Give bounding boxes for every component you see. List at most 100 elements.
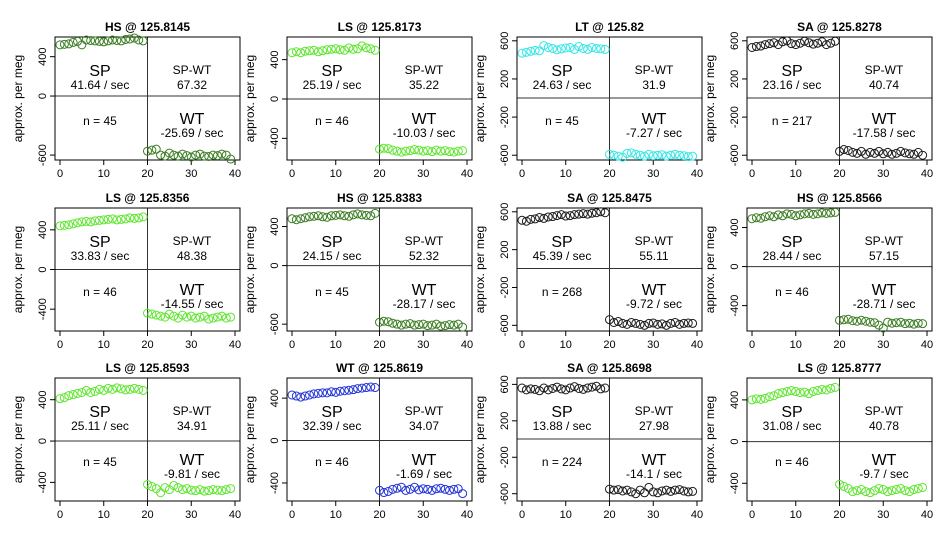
sp-point (305, 212, 314, 222)
wt-point (143, 308, 152, 318)
sp-wt-label: SP-WT (405, 234, 444, 248)
wt-point (199, 486, 209, 496)
x-tick-label: 20 (141, 168, 153, 180)
wt-point (622, 319, 632, 329)
wt-label: WT (412, 282, 437, 299)
wt-point (648, 151, 658, 161)
sp-point (335, 45, 345, 55)
wt-point (221, 313, 231, 323)
sp-point (331, 387, 341, 397)
sp-point (318, 212, 328, 222)
x-tick-label: 10 (330, 339, 342, 351)
sp-wt-label: SP-WT (865, 404, 904, 418)
chart-panel-10: WT @ 125.8619 approx. per meg 0 10 20 30 40 400… (243, 361, 473, 521)
wt-point (618, 486, 628, 496)
wt-point (213, 485, 222, 495)
sp-point (591, 43, 601, 53)
wt-point (143, 479, 152, 489)
wt-point (887, 149, 897, 159)
wt-label: WT (180, 452, 205, 469)
wt-point (169, 150, 179, 160)
wt-point (839, 145, 849, 155)
sp-point (756, 213, 766, 223)
wt-label: WT (180, 111, 205, 128)
sp-point (800, 209, 809, 219)
wt-point (661, 151, 671, 161)
sp-point (55, 221, 65, 231)
wt-point (900, 319, 910, 329)
y-axis-label: approx. per meg (703, 226, 717, 313)
y-tick-label: 400 (37, 48, 49, 66)
sp-point (578, 384, 588, 394)
wt-point (856, 315, 866, 325)
wt-point (405, 319, 415, 329)
sp-point (287, 214, 297, 224)
wt-point (147, 482, 157, 492)
y-tick-label: 0 (269, 96, 281, 102)
chart-title: SA @ 125.8278 (797, 20, 882, 34)
sp-point (81, 35, 91, 45)
sp-point (116, 36, 126, 46)
sp-point (756, 41, 766, 51)
sp-wt-value: 48.38 (177, 249, 207, 263)
wt-point (609, 485, 619, 495)
sp-point (357, 41, 367, 51)
sp-point (344, 385, 354, 395)
wt-point (458, 489, 468, 499)
wt-point (648, 487, 658, 497)
sp-point (535, 212, 544, 222)
wt-point (440, 484, 450, 494)
sp-point (521, 47, 531, 57)
x-tick-label: 20 (603, 509, 615, 521)
y-tick-label: 600 (499, 375, 511, 393)
x-tick-label: 40 (229, 339, 241, 351)
sp-point (747, 395, 757, 405)
sp-point (103, 36, 113, 46)
y-tick-label: 600 (729, 32, 741, 50)
wt-point (423, 146, 433, 156)
sp-point (530, 384, 540, 394)
wt-rate: -25.69 / sec (161, 126, 224, 140)
wt-point (661, 320, 671, 330)
sp-point (291, 47, 301, 57)
wt-point (640, 320, 649, 330)
wt-point (418, 484, 428, 494)
sp-point (64, 220, 74, 230)
x-tick-label: 30 (877, 339, 889, 351)
sp-point (300, 391, 310, 401)
chart-panel-11: SA @ 125.8698 approx. per meg 0 10 20 30 40 600… (473, 361, 703, 521)
sp-point (313, 388, 323, 398)
wt-point (221, 485, 231, 495)
sp-point (296, 214, 306, 224)
wt-point (195, 149, 205, 159)
sp-point (600, 44, 610, 54)
x-tick-label: 40 (921, 168, 933, 180)
sp-rate: 41.64 / sec (71, 78, 130, 92)
wt-point (613, 317, 623, 327)
sp-point (86, 35, 96, 45)
wt-label: WT (642, 111, 667, 128)
chart-title: LS @ 125.8173 (338, 20, 422, 34)
wt-point (870, 318, 879, 328)
y-tick-label: 200 (499, 70, 511, 88)
chart-title: LS @ 125.8593 (106, 361, 190, 375)
sp-point (313, 211, 323, 221)
sp-point (331, 44, 341, 54)
wt-point (191, 313, 201, 323)
chart-title: SA @ 125.8475 (567, 191, 652, 205)
y-tick-label: 0 (729, 264, 741, 270)
sp-point (134, 213, 144, 223)
wt-point (874, 320, 884, 330)
y-tick-label: -600 (269, 313, 281, 335)
wt-point (679, 318, 689, 328)
sp-rate: 24.63 / sec (533, 78, 592, 92)
n-count: n = 217 (772, 114, 813, 128)
sp-point (309, 211, 319, 221)
wt-label: WT (872, 282, 897, 299)
sp-point (291, 391, 301, 401)
wt-point (887, 486, 897, 496)
sp-point (112, 35, 122, 45)
wt-point (427, 320, 437, 330)
sp-label: SP (781, 234, 802, 251)
x-tick-label: 20 (833, 509, 845, 521)
